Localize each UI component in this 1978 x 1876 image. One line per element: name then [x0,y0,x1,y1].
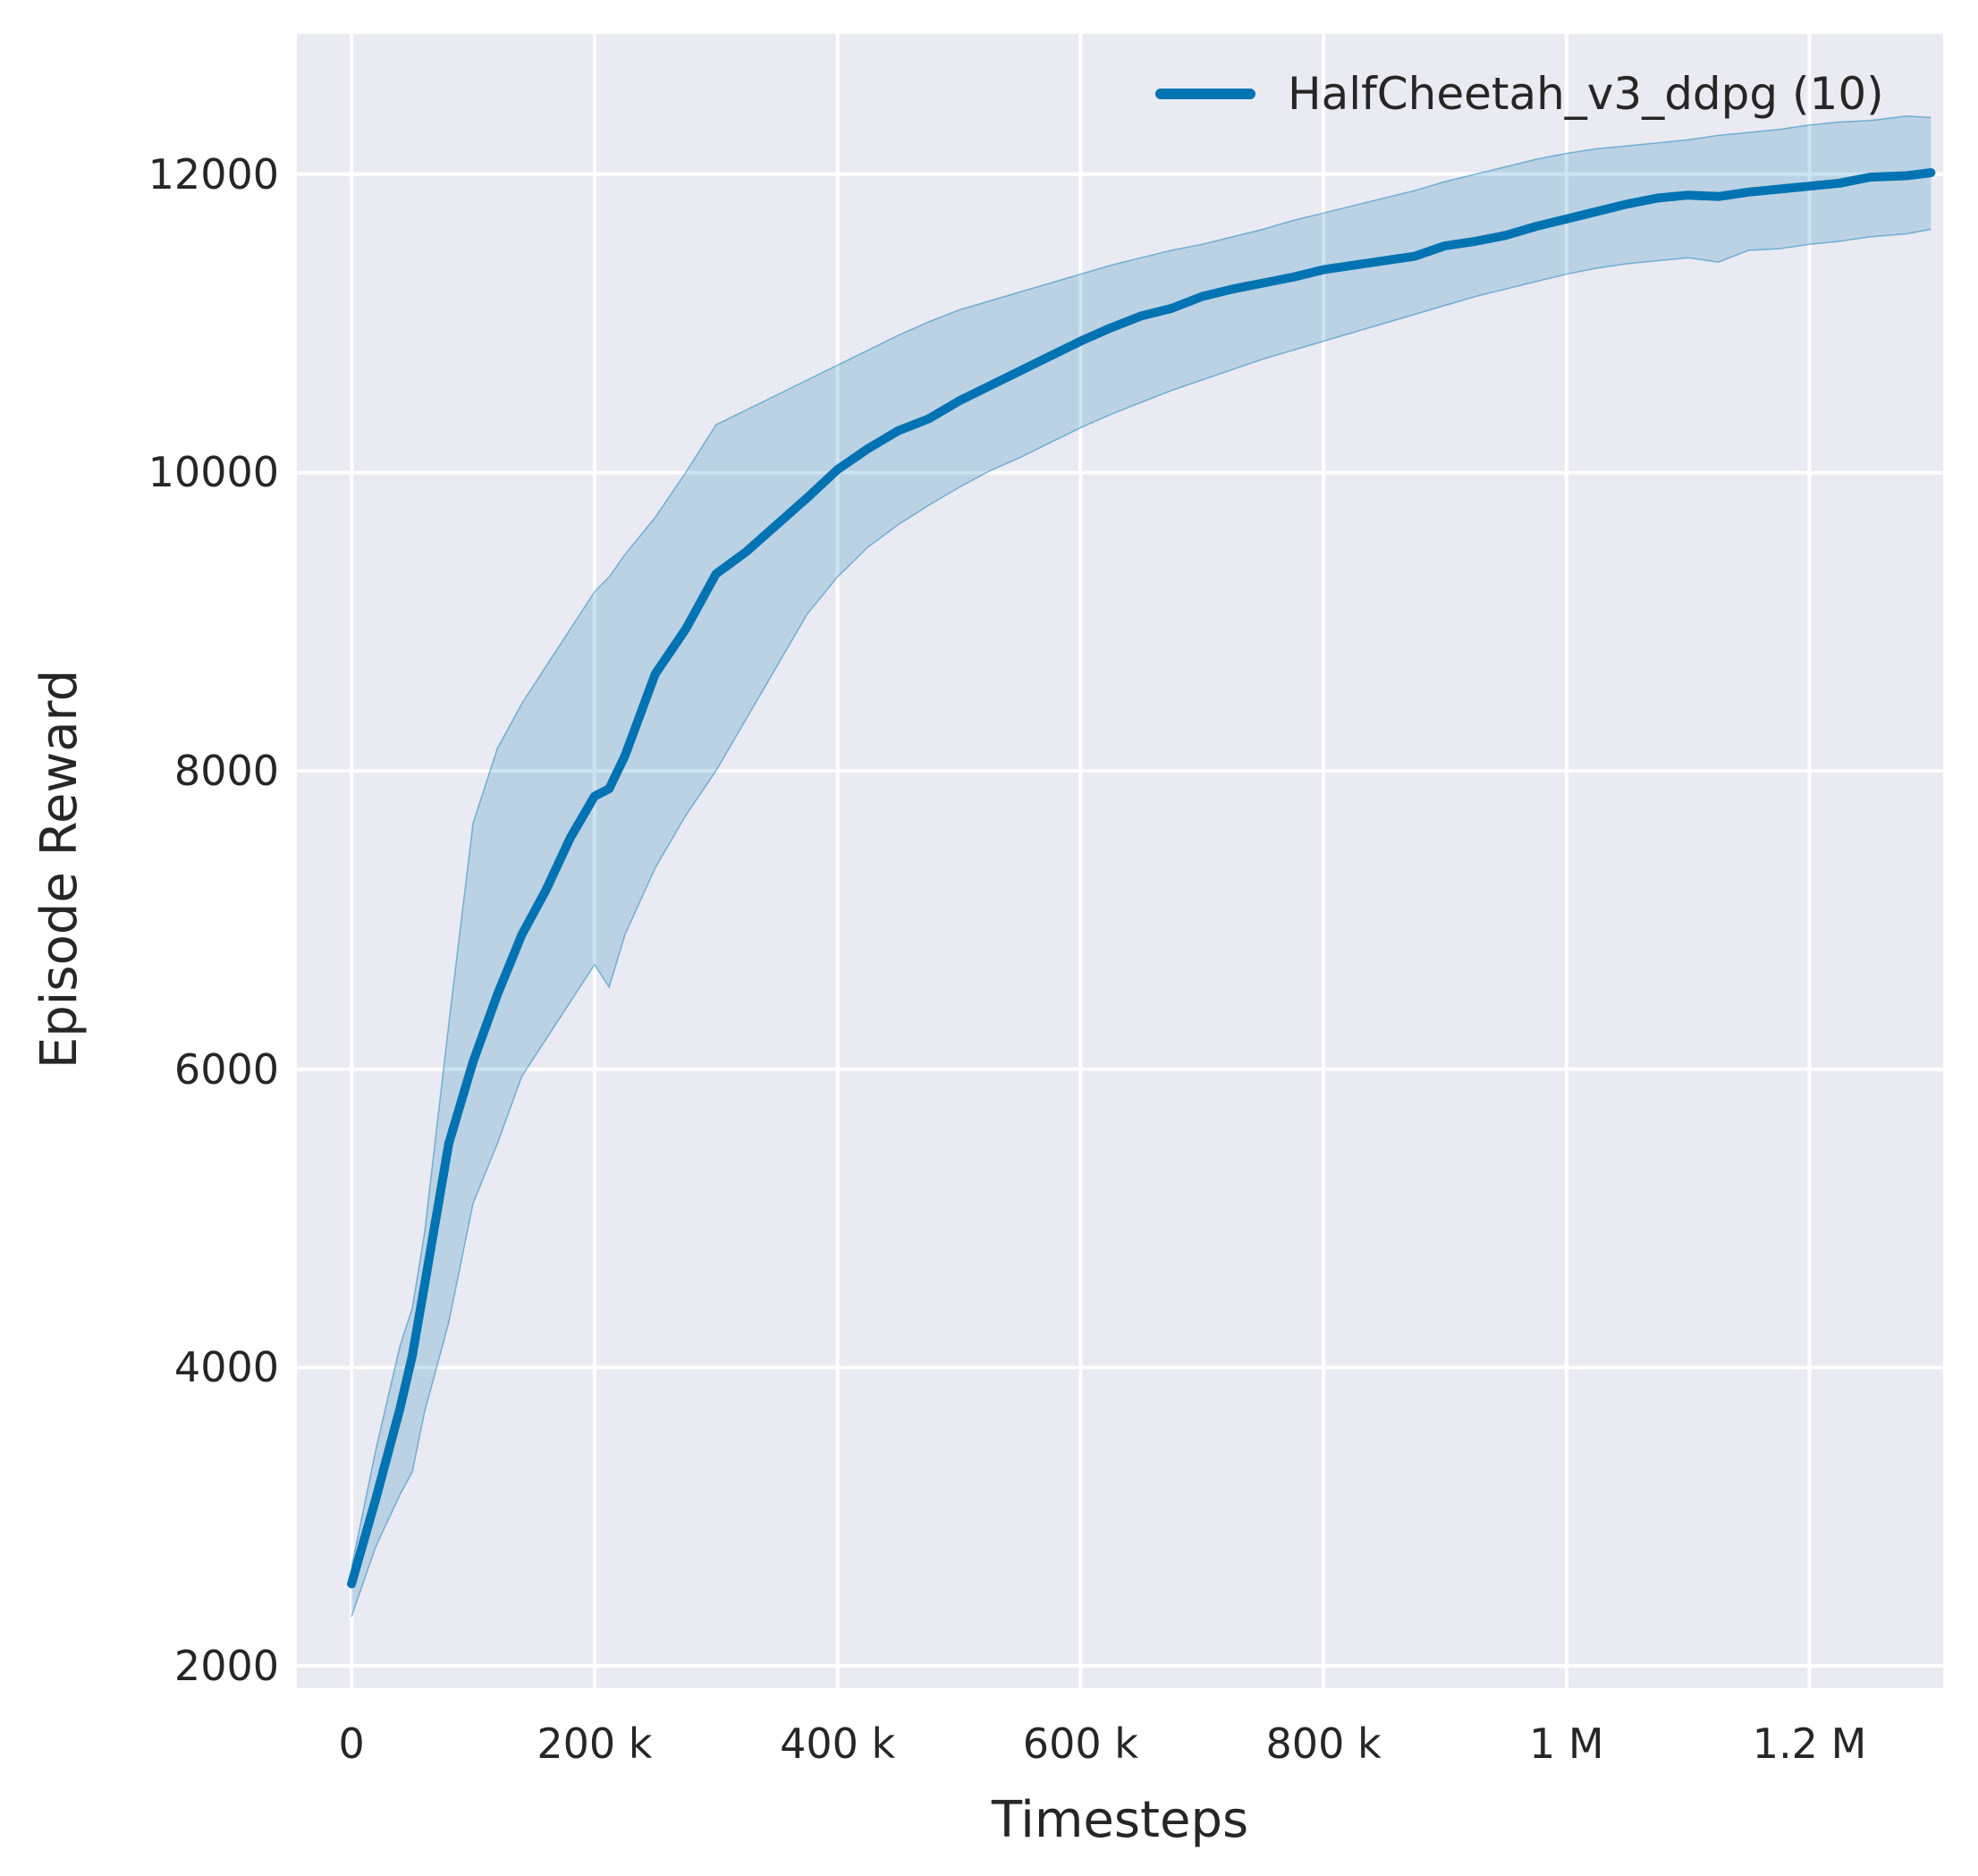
x-axis-label: Timesteps [991,1791,1249,1849]
y-axis-label: Episode Reward [30,669,89,1069]
legend: HalfCheetah_v3_ddpg (10) [1155,54,1884,134]
y-tick-label: 10000 [148,448,279,497]
legend-line-swatch [1155,89,1255,99]
confidence-band [351,115,1932,1617]
x-tick-label: 800 k [1265,1720,1382,1768]
y-tick-label: 8000 [173,747,279,796]
y-tick-label: 4000 [173,1343,279,1392]
x-tick-label: 400 k [780,1720,896,1768]
grid-lines [297,34,1943,1688]
y-tick-label: 12000 [148,149,279,199]
series-line [347,168,1936,1589]
x-tick-label: 600 k [1022,1720,1138,1768]
plot-svg [297,34,1943,1688]
x-tick-label: 1 M [1529,1720,1604,1768]
plot-area [297,34,1943,1688]
x-tick-label: 200 k [537,1720,653,1768]
y-tick-label: 6000 [173,1044,279,1094]
band-edge-lower [351,228,1932,1618]
x-tick-label: 1.2 M [1752,1720,1867,1768]
legend-label: HalfCheetah_v3_ddpg (10) [1288,68,1884,120]
x-tick-label: 0 [338,1720,365,1768]
y-tick-label: 2000 [173,1641,279,1690]
band-edge-upper [351,114,1932,1568]
